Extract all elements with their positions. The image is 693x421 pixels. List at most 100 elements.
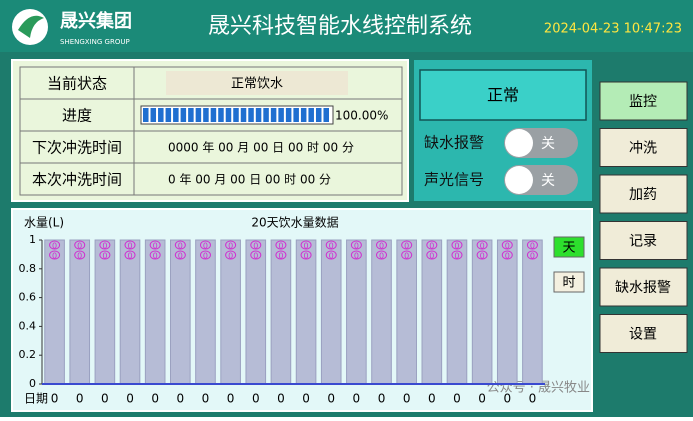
value-oval	[49, 250, 61, 260]
value-oval	[275, 250, 287, 260]
x-tick-label: 0	[277, 392, 285, 406]
value-oval	[350, 240, 362, 250]
value-oval	[74, 250, 86, 260]
value-oval	[300, 250, 312, 260]
nav-button[interactable]	[599, 267, 688, 307]
x-tick-label: 0	[101, 392, 109, 406]
value-oval	[476, 240, 488, 250]
bar-slot	[295, 239, 317, 385]
x-tick-label: 0	[378, 392, 386, 406]
value-label: 0	[429, 252, 434, 261]
y-tick-label: 0.4	[19, 319, 37, 332]
y-tick-label: 0.6	[19, 291, 37, 304]
logo-leaf	[18, 15, 44, 38]
switch-knob[interactable]	[505, 166, 533, 194]
chart-button-label: 天	[562, 241, 575, 256]
value-oval	[350, 250, 362, 260]
value-oval	[74, 240, 86, 250]
y-axis-label: 水量(L)	[24, 216, 64, 230]
nav-button-label: 记录	[629, 234, 657, 250]
value-label: 0	[203, 252, 208, 261]
value-oval	[325, 250, 337, 260]
nav-button-label: 设置	[629, 327, 657, 343]
value-label: 0	[505, 242, 510, 251]
x-tick-label: 0	[302, 392, 310, 406]
progress-block	[143, 108, 149, 122]
value-label: 0	[480, 242, 485, 251]
progress-block	[323, 108, 329, 122]
nav-button[interactable]	[599, 314, 688, 353]
y-tick-label: 0.2	[19, 348, 37, 361]
bar-slot	[471, 239, 493, 385]
switch-knob[interactable]	[505, 129, 533, 157]
value-oval	[401, 250, 413, 260]
row-label: 下次冲洗时间	[32, 139, 122, 157]
value-oval	[149, 250, 161, 260]
value-oval	[49, 240, 61, 250]
table-cell	[133, 162, 403, 196]
value-oval	[99, 240, 111, 250]
value-oval	[526, 240, 538, 250]
nav-button[interactable]	[599, 81, 688, 121]
value-label: 0	[404, 242, 409, 251]
value-oval	[124, 250, 136, 260]
value-oval	[401, 240, 413, 250]
value-label: 0	[429, 242, 434, 251]
value-label: 0	[278, 252, 283, 261]
value-oval	[476, 250, 488, 260]
switch-state: 关	[541, 136, 555, 152]
value-label: 0	[77, 252, 82, 261]
value-label: 0	[178, 252, 183, 261]
x-tick-label: 0	[76, 392, 84, 406]
value-label: 0	[127, 252, 132, 261]
nav-button[interactable]	[599, 221, 688, 260]
value-oval	[225, 250, 237, 260]
value-oval	[225, 240, 237, 250]
progress-block	[278, 108, 284, 122]
progress-block	[263, 108, 269, 122]
header-bar	[0, 0, 693, 52]
value-oval	[426, 240, 438, 250]
bar-slot	[371, 239, 392, 385]
value-label: 0	[530, 242, 535, 251]
nav-button[interactable]	[599, 174, 688, 214]
bar-slot	[44, 239, 65, 385]
value-label: 0	[304, 242, 309, 251]
x-tick-label: 0	[327, 392, 335, 406]
x-tick-label: 0	[478, 392, 486, 406]
value-oval	[526, 250, 538, 260]
value-oval	[149, 240, 161, 250]
value-label: 0	[329, 242, 334, 251]
value-label: 0	[505, 252, 510, 261]
nav-button-label: 监控	[629, 94, 657, 110]
bar-slot	[346, 239, 367, 385]
value-oval	[199, 240, 211, 250]
progress-block	[233, 108, 239, 122]
progress-label: 100.00%	[335, 109, 388, 123]
progress-block	[173, 108, 179, 122]
chart-button[interactable]	[553, 236, 585, 258]
nav-button-label: 加药	[629, 187, 657, 203]
nav-button[interactable]	[599, 128, 688, 167]
value-oval	[174, 240, 186, 250]
value-label: 0	[354, 242, 359, 251]
x-tick-label: 0	[353, 392, 361, 406]
bar-slot	[270, 239, 292, 385]
chart-title: 20天饮水量数据	[251, 215, 338, 230]
progress-block	[158, 108, 164, 122]
value-label: 0	[153, 252, 158, 261]
x-tick-label: 0	[227, 392, 235, 406]
state-text: 正常	[487, 86, 519, 105]
progress-block	[180, 108, 187, 122]
value-oval	[501, 250, 513, 260]
value-label: 0	[454, 242, 459, 251]
chart-button[interactable]	[553, 271, 585, 293]
progress-block	[248, 108, 254, 122]
value-label: 0	[329, 252, 334, 261]
value-oval	[451, 250, 463, 260]
value-label: 0	[77, 242, 82, 251]
x-tick-label: 0	[51, 392, 59, 406]
value-label: 0	[52, 242, 57, 251]
value-oval	[250, 250, 262, 260]
row-label: 本次冲洗时间	[32, 171, 122, 189]
